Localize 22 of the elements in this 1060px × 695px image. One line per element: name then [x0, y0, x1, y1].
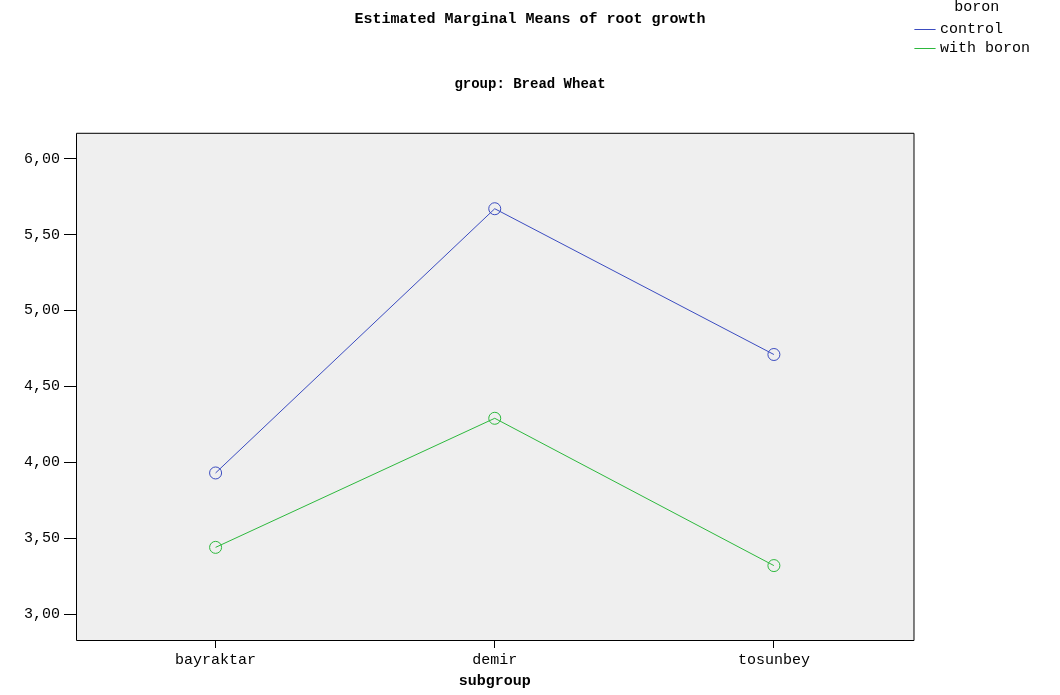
y-tick-label: 5,50	[23, 226, 61, 244]
chart-title: Estimated Marginal Means of root growth	[354, 10, 706, 28]
y-tick-label: 6,00	[23, 150, 61, 168]
x-axis-title: subgroup	[458, 672, 531, 690]
chart-subtitle: group: Bread Wheat	[454, 75, 606, 92]
y-tick-label: 3,00	[23, 606, 61, 624]
point	[209, 540, 223, 554]
legend-label: control	[939, 21, 1003, 39]
y-tick-label: 4,50	[23, 378, 61, 396]
point	[767, 559, 781, 573]
y-tick-label: 4,00	[23, 454, 61, 472]
x-tick-label: bayraktar	[175, 651, 257, 669]
legend-title: boron	[954, 0, 1000, 17]
point	[488, 202, 502, 216]
point	[767, 348, 781, 362]
y-tick-label: 3,50	[23, 530, 61, 548]
y-tick-label: 5,00	[23, 302, 61, 320]
x-tick-label: tosunbey	[737, 651, 810, 669]
x-tick-label: demir	[472, 651, 518, 669]
point	[488, 411, 502, 425]
legend-label: with boron	[939, 40, 1030, 58]
point	[209, 466, 223, 480]
